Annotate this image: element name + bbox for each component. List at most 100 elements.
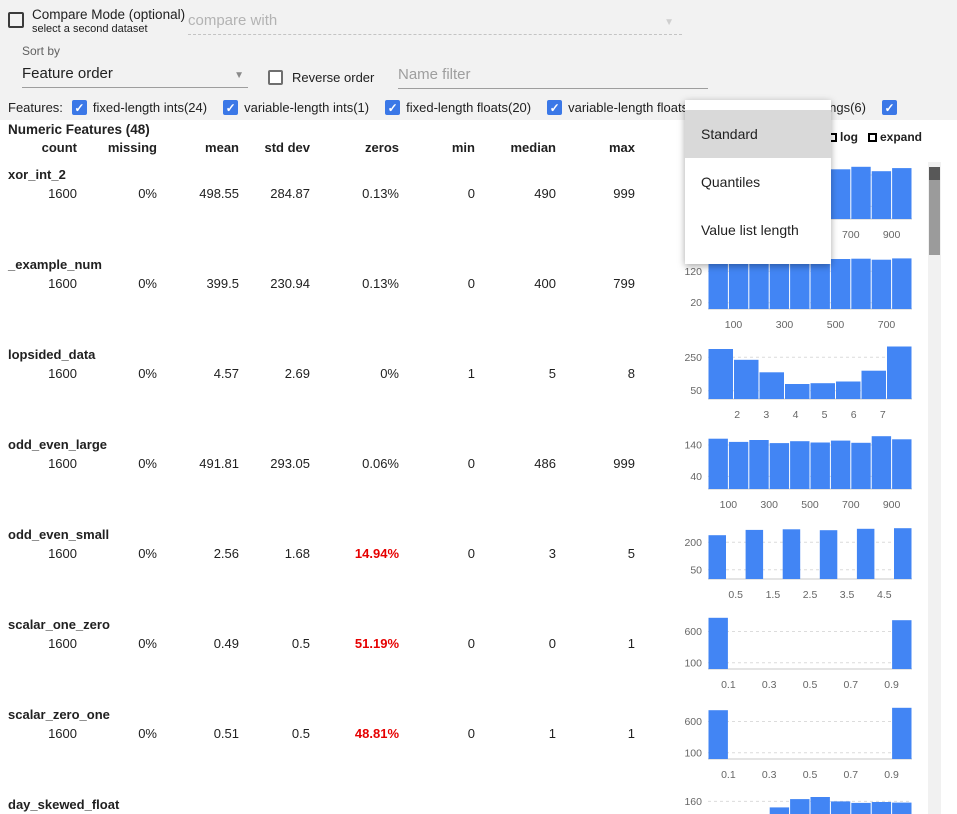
histogram-svg: 120 20 100 300 500 700: [684, 257, 912, 331]
feature-stats: 1600 0% 0.49 0.5 51.19% 0 0 1: [0, 636, 635, 651]
stat-count: 1600: [48, 636, 77, 651]
svg-text:250: 250: [684, 352, 702, 364]
reverse-order-checkbox[interactable]: [268, 70, 283, 85]
section-title: Numeric Features (48): [8, 122, 150, 137]
svg-text:0.5: 0.5: [803, 679, 818, 691]
feature-stats: 1600 0% 0.51 0.5 48.81% 0 1 1: [0, 726, 635, 741]
stat-count: 1600: [48, 546, 77, 561]
stat-max: 799: [613, 276, 635, 291]
svg-text:4.5: 4.5: [877, 589, 892, 601]
feature-histogram[interactable]: 140 40 100 300 500 700 900: [672, 432, 916, 515]
svg-text:100: 100: [684, 747, 702, 759]
numeric-features-table: xor_int_216000%498.55284.870.13%04909991…: [0, 162, 957, 814]
svg-text:5: 5: [822, 409, 828, 421]
stat-median: 0: [548, 636, 556, 651]
feature-row: scalar_zero_one 1600 0% 0.51 0.5 48.81% 0 1 1 600…: [0, 702, 957, 792]
feature-histogram[interactable]: 250 50 2 3 4 5 6 7: [672, 342, 916, 425]
log-toggle[interactable]: log: [828, 130, 858, 144]
column-header-max: max: [608, 140, 635, 155]
feature-histogram[interactable]: 120 20 100 300 500 700: [672, 252, 916, 335]
feature-histogram[interactable]: 600 100 0.1 0.3 0.5 0.7 0.9: [672, 702, 916, 785]
compare-dataset-select[interactable]: compare with ▼: [188, 8, 682, 35]
name-filter-input[interactable]: [398, 61, 708, 89]
svg-text:2: 2: [734, 409, 740, 421]
checkbox-icon[interactable]: ✓: [881, 100, 897, 115]
feature-histogram[interactable]: 160: [672, 792, 916, 814]
expand-toggle[interactable]: expand: [868, 130, 922, 144]
stat-min: 0: [467, 456, 475, 471]
svg-text:3: 3: [763, 409, 769, 421]
feature-type-filter[interactable]: ✓ variable-length floats(2): [547, 100, 704, 115]
svg-text:600: 600: [684, 716, 702, 728]
stat-count: 1600: [48, 186, 77, 201]
stat-std_dev: 2.69: [284, 366, 310, 381]
menu-item-quantiles[interactable]: Quantiles: [701, 174, 761, 190]
svg-text:100: 100: [725, 319, 743, 331]
histogram-svg: 600 100 0.1 0.3 0.5 0.7 0.9: [684, 707, 912, 781]
svg-text:2.5: 2.5: [803, 589, 818, 601]
stat-max: 1: [627, 726, 635, 741]
stat-zeros: 0%: [380, 366, 399, 381]
feature-row: lopsided_data 1600 0% 4.57 2.69 0% 1 5 8 250 50 2 3 4…: [0, 342, 957, 432]
feature-histogram[interactable]: 200 50 0.5 1.5 2.5 3.5 4.5: [672, 522, 916, 605]
stat-missing: 0%: [138, 456, 157, 471]
svg-text:0.7: 0.7: [843, 769, 858, 781]
stat-zeros: 51.19%: [354, 636, 399, 651]
svg-text:3.5: 3.5: [840, 589, 855, 601]
scrollbar-up-button[interactable]: [929, 167, 940, 180]
feature-type-filter[interactable]: ✓ fixed-length ints(24): [71, 100, 207, 115]
svg-text:100: 100: [720, 499, 738, 511]
svg-text:50: 50: [690, 385, 702, 397]
checkbox-icon[interactable]: ✓: [223, 100, 239, 115]
feature-type-label: variable-length floats(2): [568, 100, 704, 115]
stat-missing: 0%: [138, 546, 157, 561]
svg-text:900: 900: [883, 499, 901, 511]
feature-type-filter[interactable]: ✓: [881, 100, 903, 115]
expand-label: expand: [880, 130, 923, 144]
expand-checkbox-icon[interactable]: [868, 132, 877, 142]
feature-type-filter[interactable]: ✓ variable-length ints(1): [223, 100, 369, 115]
feature-histogram[interactable]: 600 100 0.1 0.3 0.5 0.7 0.9: [672, 612, 916, 695]
checkbox-icon[interactable]: ✓: [71, 100, 87, 115]
svg-text:0.5: 0.5: [803, 769, 818, 781]
menu-item-value-list-length[interactable]: Value list length: [701, 222, 799, 238]
checkbox-icon[interactable]: ✓: [547, 100, 563, 115]
feature-type-filters: Features: ✓ fixed-length ints(24) ✓ variabl…: [8, 100, 919, 115]
stat-std_dev: 0.5: [291, 636, 310, 651]
svg-text:0.1: 0.1: [721, 679, 736, 691]
stat-missing: 0%: [138, 636, 157, 651]
svg-text:0.3: 0.3: [762, 769, 777, 781]
stat-mean: 498.55: [199, 186, 239, 201]
stat-min: 1: [467, 366, 475, 381]
stat-mean: 2.56: [213, 546, 239, 561]
stat-zeros: 0.13%: [362, 186, 399, 201]
sort-by-select[interactable]: Feature order ▼: [22, 60, 248, 88]
feature-type-label: variable-length ints(1): [244, 100, 370, 115]
vertical-scrollbar[interactable]: [928, 162, 941, 814]
column-header-count: count: [41, 140, 77, 155]
svg-text:7: 7: [880, 409, 886, 421]
stat-mean: 4.57: [213, 366, 239, 381]
svg-text:600: 600: [684, 626, 702, 638]
histogram-svg: 140 40 100 300 500 700 900: [684, 436, 912, 511]
feature-type-filter[interactable]: ✓ fixed-length floats(20): [385, 100, 531, 115]
stat-std_dev: 1.68: [284, 546, 310, 561]
stat-missing: 0%: [138, 186, 157, 201]
compare-mode-sublabel: select a second dataset: [32, 23, 148, 35]
svg-text:160: 160: [684, 796, 702, 808]
column-header-median: median: [510, 140, 556, 155]
stat-median: 486: [534, 456, 556, 471]
stat-median: 1: [548, 726, 556, 741]
feature-stats: 1600 0% 399.5 230.94 0.13% 0 400 799: [0, 276, 635, 291]
svg-text:4: 4: [793, 409, 799, 421]
compare-mode-checkbox[interactable]: [8, 12, 24, 28]
menu-item-standard[interactable]: Standard: [685, 110, 831, 158]
feature-name: xor_int_2: [8, 167, 66, 182]
stat-zeros: 14.94%: [354, 546, 399, 561]
reverse-order-control[interactable]: Reverse order: [268, 70, 374, 85]
scrollbar-thumb[interactable]: [929, 167, 940, 255]
checkbox-icon[interactable]: ✓: [385, 100, 401, 115]
column-header-min: min: [451, 140, 475, 155]
histogram-svg: 160: [684, 796, 912, 814]
svg-text:0.9: 0.9: [884, 769, 899, 781]
